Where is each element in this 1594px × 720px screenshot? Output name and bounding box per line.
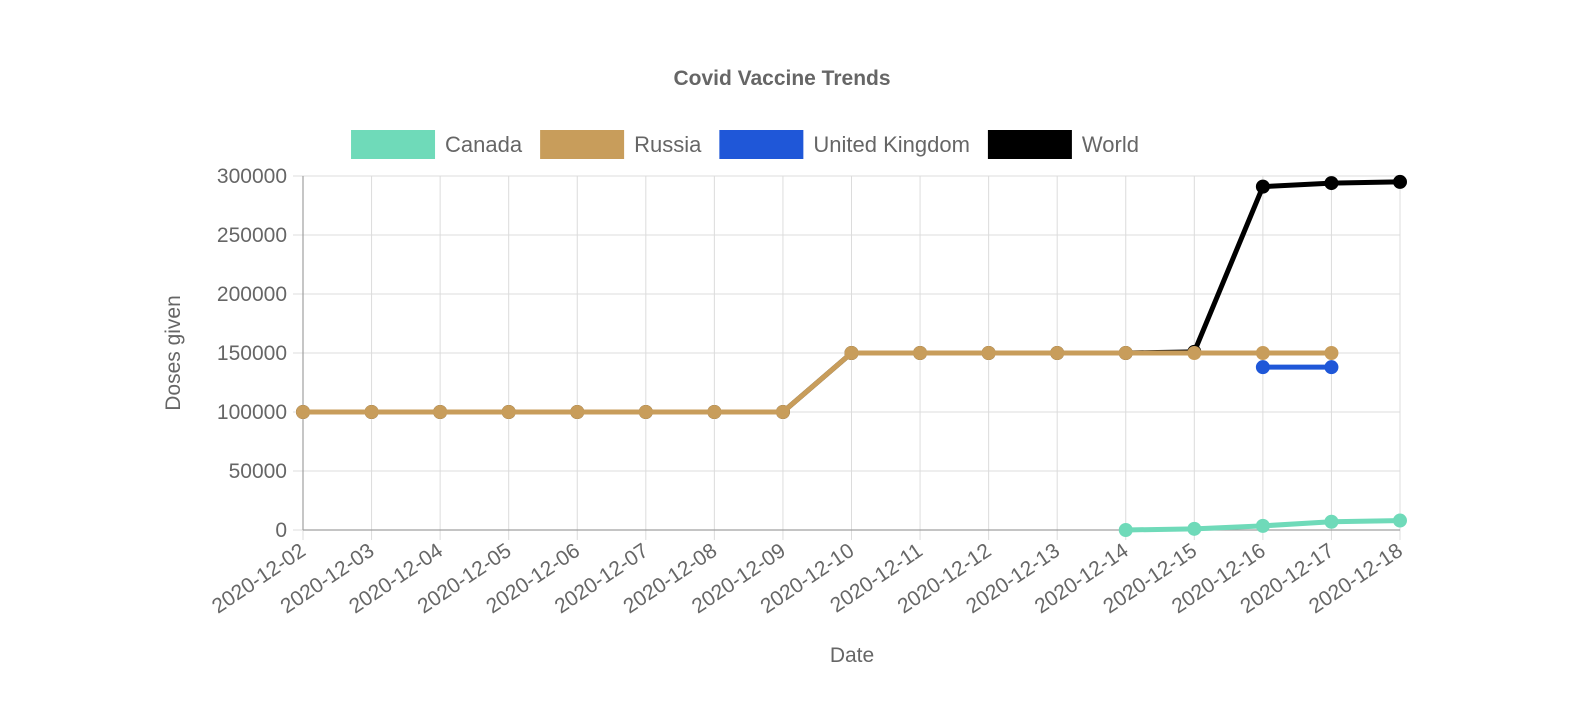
data-point-russia[interactable]	[1118, 346, 1133, 360]
legend-item-world[interactable]: World	[987, 130, 1139, 159]
series-united-kingdom	[1255, 360, 1339, 375]
series-group	[296, 174, 1407, 537]
y-axis: 0 50000 100000 150000 200000 250000 300000	[217, 165, 304, 542]
data-point-united-kingdom[interactable]	[1324, 360, 1339, 375]
y-tick-label: 200000	[217, 283, 287, 306]
data-point-world[interactable]	[1324, 176, 1339, 191]
data-point-russia[interactable]	[501, 405, 516, 419]
series-line-russia	[300, 350, 1334, 415]
legend-swatch	[540, 130, 625, 159]
data-point-canada[interactable]	[1393, 513, 1407, 528]
data-point-russia[interactable]	[296, 405, 310, 419]
data-point-canada[interactable]	[1255, 518, 1270, 533]
legend-label: World	[1082, 132, 1139, 157]
data-point-russia[interactable]	[570, 405, 585, 419]
data-point-russia[interactable]	[1187, 346, 1202, 360]
y-tick-label: 100000	[217, 401, 287, 424]
data-point-russia[interactable]	[844, 346, 859, 360]
legend-label: Canada	[445, 132, 523, 157]
y-tick-label: 300000	[217, 165, 287, 188]
y-tick-label: 50000	[229, 460, 287, 483]
x-axis-title: Date	[830, 644, 874, 667]
data-point-russia[interactable]	[1255, 346, 1270, 360]
legend-item-russia[interactable]: Russia	[540, 130, 702, 159]
data-point-russia[interactable]	[1324, 346, 1339, 360]
data-point-world[interactable]	[1393, 174, 1407, 189]
data-point-russia[interactable]	[775, 405, 790, 419]
data-point-russia[interactable]	[913, 346, 928, 360]
y-tick-label: 250000	[217, 224, 287, 247]
chart-title: Covid Vaccine Trends	[673, 67, 890, 90]
data-point-russia[interactable]	[433, 405, 448, 419]
data-point-russia[interactable]	[1050, 346, 1065, 360]
y-tick-label: 0	[275, 519, 287, 542]
legend-label: United Kingdom	[813, 132, 970, 157]
data-point-russia[interactable]	[707, 405, 722, 419]
legend-item-united-kingdom[interactable]: United Kingdom	[719, 130, 970, 159]
data-point-world[interactable]	[1255, 179, 1270, 194]
data-point-russia[interactable]	[638, 405, 653, 419]
data-point-canada[interactable]	[1187, 521, 1202, 536]
data-point-russia[interactable]	[364, 405, 379, 419]
y-tick-label: 150000	[217, 342, 287, 365]
data-point-russia[interactable]	[981, 346, 996, 360]
legend: Canada Russia United Kingdom World	[351, 130, 1139, 159]
series-canada	[1118, 513, 1407, 537]
legend-swatch	[987, 130, 1072, 159]
legend-item-canada[interactable]: Canada	[351, 130, 523, 159]
series-russia	[296, 346, 1339, 419]
legend-label: Russia	[634, 132, 702, 157]
data-point-canada[interactable]	[1324, 514, 1339, 529]
x-axis: 2020-12-022020-12-032020-12-042020-12-05…	[208, 529, 1407, 618]
legend-swatch	[351, 130, 436, 159]
data-point-united-kingdom[interactable]	[1255, 360, 1270, 375]
legend-swatch	[719, 130, 804, 159]
data-point-canada[interactable]	[1118, 523, 1133, 537]
y-axis-title: Doses given	[162, 295, 185, 411]
